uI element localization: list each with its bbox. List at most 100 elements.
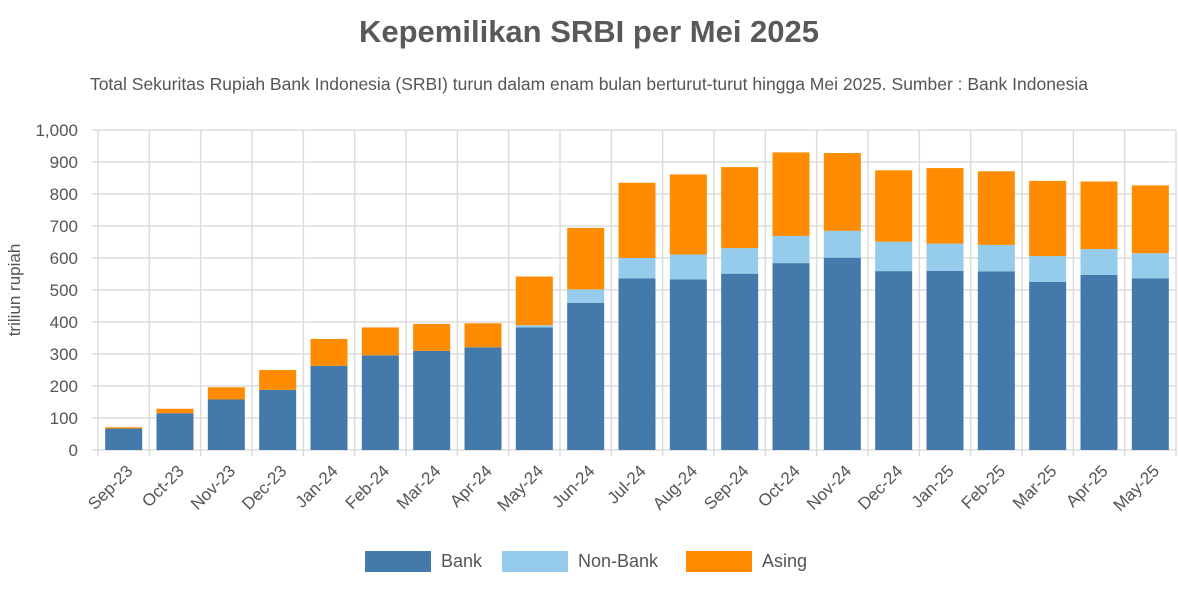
x-tick-label: Dec-23	[238, 461, 290, 513]
x-tick-label: Apr-25	[1062, 461, 1112, 511]
y-tick-label: 300	[50, 345, 78, 364]
bar-asing-Jun-24[interactable]	[567, 227, 605, 290]
x-tick-label: Jun-24	[548, 461, 598, 511]
y-tick-label: 200	[50, 377, 78, 396]
x-tick-label: May-25	[1110, 461, 1164, 515]
bar-non-bank-Nov-24[interactable]	[823, 230, 861, 258]
bar-non-bank-Apr-25[interactable]	[1080, 249, 1118, 275]
bar-non-bank-Dec-24[interactable]	[875, 241, 913, 272]
bar-asing-Jan-25[interactable]	[926, 168, 964, 244]
bar-bank-Nov-23[interactable]	[207, 399, 245, 450]
y-tick-label: 700	[50, 217, 78, 236]
bar-non-bank-Mar-25[interactable]	[1029, 256, 1067, 282]
bar-asing-Dec-23[interactable]	[259, 370, 297, 390]
bar-bank-Apr-25[interactable]	[1080, 274, 1118, 450]
x-tick-label: Dec-24	[854, 461, 906, 513]
x-tick-label: Jan-25	[908, 461, 958, 511]
bar-asing-Mar-24[interactable]	[413, 323, 451, 351]
x-tick-label: Apr-24	[446, 461, 496, 511]
bar-bank-Sep-24[interactable]	[721, 273, 759, 450]
bar-bank-Jun-24[interactable]	[567, 302, 605, 450]
bars	[105, 152, 1169, 450]
bar-bank-Feb-24[interactable]	[361, 355, 399, 450]
y-tick-label: 800	[50, 185, 78, 204]
bar-bank-Feb-25[interactable]	[977, 271, 1015, 450]
x-tick-label: Nov-23	[187, 461, 239, 513]
bar-bank-Mar-24[interactable]	[413, 350, 451, 450]
bar-bank-Oct-23[interactable]	[156, 413, 194, 450]
bar-non-bank-Oct-24[interactable]	[772, 235, 810, 264]
chart-subtitle: Total Sekuritas Rupiah Bank Indonesia (S…	[89, 74, 1089, 94]
x-tick-label: Jan-24	[292, 461, 342, 511]
bar-asing-Oct-23[interactable]	[156, 408, 194, 414]
bar-bank-Jul-24[interactable]	[618, 278, 656, 450]
bar-asing-Nov-23[interactable]	[207, 387, 245, 400]
x-tick-label: Sep-24	[700, 461, 752, 513]
bar-asing-May-24[interactable]	[515, 276, 553, 326]
x-tick-label: Nov-24	[803, 461, 855, 513]
x-tick-label: May-24	[494, 461, 548, 515]
y-tick-label: 500	[50, 281, 78, 300]
x-tick-label: Feb-25	[958, 461, 1010, 513]
bar-asing-Jan-24[interactable]	[310, 338, 348, 366]
bar-non-bank-Jan-25[interactable]	[926, 243, 964, 271]
x-tick-label: Mar-25	[1009, 461, 1061, 513]
y-tick-label: 900	[50, 153, 78, 172]
bar-asing-Apr-25[interactable]	[1080, 181, 1118, 250]
bar-asing-Jul-24[interactable]	[618, 182, 656, 258]
bar-asing-Feb-25[interactable]	[977, 171, 1015, 245]
x-tick-label: Jul-24	[604, 461, 650, 507]
x-tick-label: Oct-24	[754, 461, 804, 511]
x-tick-label: Sep-23	[84, 461, 136, 513]
bar-bank-May-25[interactable]	[1131, 278, 1169, 450]
y-tick-label: 0	[69, 441, 78, 460]
bar-non-bank-Sep-24[interactable]	[721, 248, 759, 274]
bar-asing-Sep-24[interactable]	[721, 167, 759, 249]
bar-asing-Sep-23[interactable]	[105, 427, 143, 429]
bar-bank-Nov-24[interactable]	[823, 257, 861, 450]
legend: Bank Non-Bank Asing	[365, 551, 807, 572]
bar-non-bank-May-25[interactable]	[1131, 253, 1169, 279]
bar-asing-May-25[interactable]	[1131, 185, 1169, 254]
bar-asing-Feb-24[interactable]	[361, 327, 399, 356]
bar-bank-Apr-24[interactable]	[464, 347, 502, 450]
bar-bank-Mar-25[interactable]	[1029, 282, 1067, 450]
bar-bank-Sep-23[interactable]	[105, 428, 143, 450]
bar-bank-Dec-24[interactable]	[875, 271, 913, 450]
legend-label[interactable]: Asing	[762, 551, 807, 571]
y-tick-label: 100	[50, 409, 78, 428]
bar-asing-Apr-24[interactable]	[464, 323, 502, 348]
bar-non-bank-Feb-25[interactable]	[977, 244, 1015, 272]
bar-bank-Oct-24[interactable]	[772, 263, 810, 450]
legend-label[interactable]: Non-Bank	[578, 551, 659, 571]
bar-bank-May-24[interactable]	[515, 327, 553, 450]
x-tick-label: Aug-24	[649, 461, 701, 513]
x-tick-label: Feb-24	[342, 461, 394, 513]
bar-bank-Jan-25[interactable]	[926, 270, 964, 450]
x-axis-ticks: Sep-23 Oct-23 Nov-23 Dec-23 Jan-24 Feb-24 Mar-…	[84, 461, 1163, 515]
y-tick-label: 400	[50, 313, 78, 332]
bar-asing-Mar-25[interactable]	[1029, 180, 1067, 257]
legend-swatch-asing[interactable]	[686, 551, 752, 572]
bar-non-bank-May-24[interactable]	[515, 325, 553, 328]
chart-title: Kepemilikan SRBI per Mei 2025	[358, 14, 820, 49]
y-tick-label: 1,000	[35, 121, 78, 140]
bar-asing-Aug-24[interactable]	[669, 174, 707, 255]
y-tick-label: 600	[50, 249, 78, 268]
bar-non-bank-Jun-24[interactable]	[567, 289, 605, 303]
bar-asing-Nov-24[interactable]	[823, 153, 861, 231]
legend-label[interactable]: Bank	[441, 551, 483, 571]
bar-non-bank-Aug-24[interactable]	[669, 254, 707, 280]
legend-swatch-bank[interactable]	[365, 551, 431, 572]
legend-swatch-non-bank[interactable]	[502, 551, 568, 572]
bar-asing-Dec-24[interactable]	[875, 170, 913, 242]
bar-bank-Jan-24[interactable]	[310, 365, 348, 450]
bar-non-bank-Jul-24[interactable]	[618, 258, 656, 279]
y-axis-ticks: 0 100 200 300 400 500 600 700 800 900 1,000	[35, 121, 78, 460]
x-tick-label: Mar-24	[393, 461, 445, 513]
bar-bank-Aug-24[interactable]	[669, 279, 707, 450]
bar-asing-Oct-24[interactable]	[772, 152, 810, 236]
bar-bank-Dec-23[interactable]	[259, 389, 297, 450]
y-axis-title: triliun rupiah	[5, 244, 24, 337]
